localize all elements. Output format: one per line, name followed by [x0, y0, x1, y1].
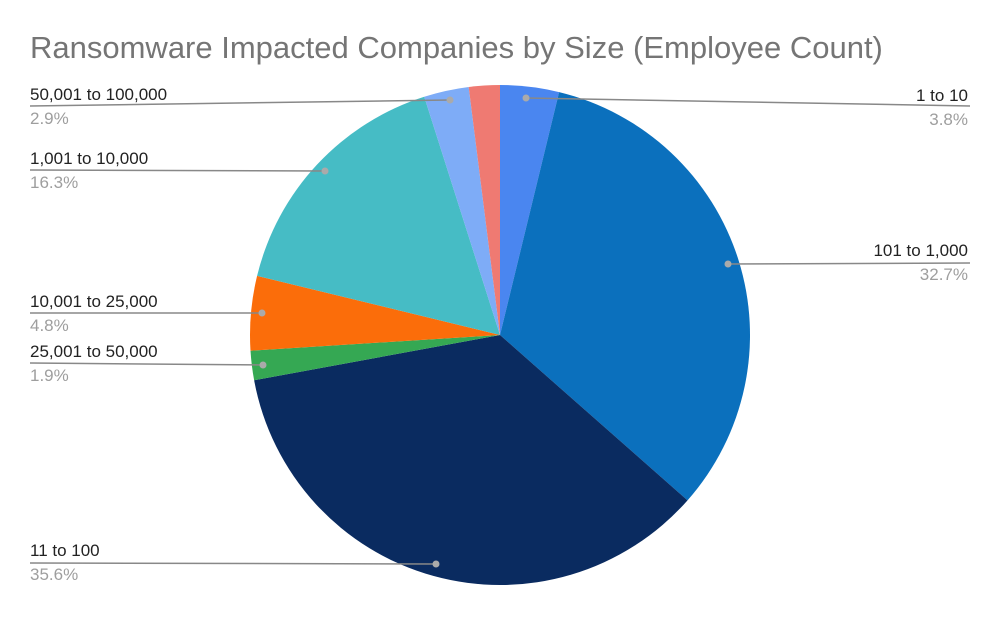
slice-label: 1 to 10 [916, 86, 968, 105]
pie-slice [250, 275, 500, 351]
leader-dot [258, 309, 266, 317]
slice-label: 101 to 1,000 [873, 241, 968, 260]
pie-slices [250, 85, 750, 586]
leader-dot [432, 560, 440, 568]
pie-slice [500, 85, 560, 335]
slice-percent: 1.9% [30, 366, 69, 385]
slice-label: 25,001 to 50,000 [30, 342, 158, 361]
leader-line [29, 562, 437, 565]
slice-percent: 2.9% [30, 109, 69, 128]
pie-slice [500, 92, 750, 501]
pie-slice [254, 335, 688, 586]
leader-line [29, 99, 451, 107]
slice-label: 1,001 to 10,000 [30, 149, 148, 168]
slice-label: 11 to 100 [30, 541, 100, 560]
leader-dot [724, 260, 732, 268]
pie-slice [257, 96, 500, 336]
slice-label: 50,001 to 100,000 [30, 85, 167, 104]
leader-line [525, 97, 971, 107]
leader-dot [259, 361, 267, 369]
pie-slice [250, 335, 500, 381]
slice-percent: 35.6% [30, 565, 78, 584]
pie-slice [468, 85, 500, 335]
slice-percent: 32.7% [920, 265, 968, 284]
slice-label: 10,001 to 25,000 [30, 292, 158, 311]
leader-dot [321, 167, 329, 175]
chart-title: Ransomware Impacted Companies by Size (E… [30, 30, 883, 65]
leader-line [29, 169, 326, 172]
leader-dot [522, 94, 530, 102]
slice-labels: 1 to 10 3.8% 101 to 1,000 32.7% 11 to 100 35.… [29, 85, 971, 584]
slice-percent: 4.8% [30, 316, 69, 335]
leader-line [29, 362, 264, 366]
leader-dot [446, 96, 454, 104]
slice-percent: 3.8% [929, 110, 968, 129]
slice-percent: 16.3% [30, 173, 78, 192]
leader-line [727, 262, 971, 265]
pie-slice [424, 86, 500, 336]
